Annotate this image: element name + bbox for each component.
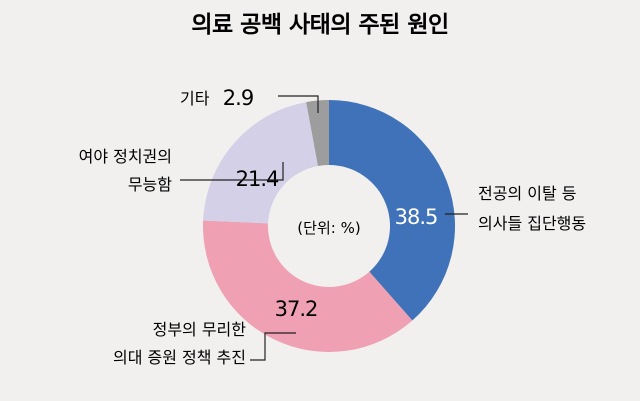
category-label-1-2: 의사들 집단행동 <box>478 214 586 233</box>
category-label-3-2: 무능함 <box>128 175 172 194</box>
category-label-2-1: 정부의 무리한 <box>153 320 247 339</box>
slice-4 <box>306 100 329 167</box>
category-label-1-1: 전공의 이탈 등 <box>478 184 577 203</box>
slice-3 <box>203 102 318 224</box>
slice-2 <box>203 220 413 353</box>
category-label-4-1: 기타 <box>180 89 210 108</box>
value-label-4: 2.9 <box>223 86 253 110</box>
category-label-3-1: 여야 정치권의 <box>79 147 172 166</box>
value-label-1: 38.5 <box>395 205 438 229</box>
category-label-2-2: 의대 증원 정책 추진 <box>113 348 246 367</box>
slice-1 <box>329 100 456 321</box>
leader-line-4 <box>278 95 319 113</box>
value-label-3: 21.4 <box>236 167 279 191</box>
unit-note: (단위: %) <box>297 219 360 237</box>
chart-title: 의료 공백 사태의 주된 원인 <box>191 12 448 38</box>
leader-line-3 <box>180 162 284 181</box>
leader-line-2 <box>250 332 296 361</box>
value-label-2: 37.2 <box>275 297 318 321</box>
